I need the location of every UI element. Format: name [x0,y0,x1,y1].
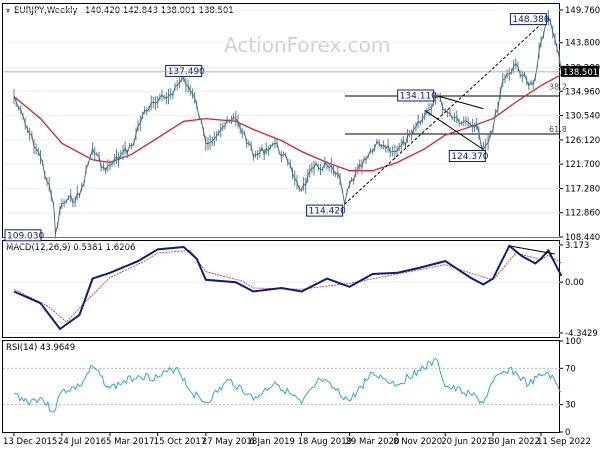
callout-box [397,89,435,102]
y-tick-label: 121.700 [565,160,600,170]
y-tick-label: 126.120 [565,136,600,146]
x-tick-label: 11 Sep 2022 [537,437,591,447]
callout-label: 134.110 [400,92,437,102]
callout-label: 124.370 [451,152,488,162]
callout-label: 114.420 [309,207,346,217]
y-tick-label: 112.860 [565,209,600,219]
rsi-grid [3,367,560,406]
trendline [344,17,549,205]
y-tick-label: 0.00 [565,278,584,288]
fib-label: 61.8 [549,125,567,134]
rsi-line [13,357,562,413]
callout-box [4,229,42,242]
fib-label: 38.2 [549,82,567,91]
y-tick-label: 143.800 [565,39,600,49]
trendline [424,109,484,150]
moving-average-line [13,74,562,172]
x-tick-label: 5 Mar 2017 [106,437,154,447]
x-tick-label: 15 Oct 2017 [154,437,207,447]
main-levels: 38.2 61.8 [345,82,567,135]
macd-grid [3,244,560,334]
y-tick-label: 117.280 [565,184,600,194]
trendline [437,95,484,110]
y-tick-label: 3.173 [565,241,589,251]
y-tick-label: 108.440 [565,233,600,243]
y-tick-label: 134.960 [565,87,600,97]
x-tick-label: 13 Dec 2015 [3,437,57,447]
main-moving-average [13,74,562,172]
last-price-tag [561,65,599,77]
macd-trendline [509,245,555,255]
main-header-symbol: EURJPY,Weekly [14,6,78,16]
y-tick-label: -4.3429 [565,329,598,339]
y-tick-label: 30 [565,401,576,411]
rsi-y-axis: 100 70 30 0 [560,337,581,438]
rsi-lines [13,357,562,413]
x-tick-label: 18 Aug 2019 [298,437,352,447]
callout-box [448,150,486,162]
main-price-series [13,9,562,239]
x-axis: 13 Dec 2015 24 Jul 2016 5 Mar 2017 15 Oct 2… [3,433,591,447]
y-tick-label: 100 [565,337,581,347]
x-tick-label: 20 Jun 2021 [441,437,492,447]
x-tick-label: 8 Nov 2020 [393,437,442,447]
main-y-axis: 149.760143.800139.280134.960130.540126.1… [3,6,600,243]
x-tick-label: 27 May 2018 [202,437,257,447]
callout-box [165,64,203,77]
macd-main-line [13,244,563,331]
main-trendlines [344,17,549,205]
macd-signal-line [13,250,562,323]
y-tick-label: 130.540 [565,112,600,122]
callout-box [306,204,344,217]
macd-lines [13,244,563,331]
watermark: ActionForex.com [224,33,390,57]
callout-box [509,13,547,26]
macd-header-label: MACD(12,26,9) 0.5381 1.6206 [6,243,135,253]
y-tick-label: 70 [565,364,576,374]
x-tick-label: 6 Jan 2019 [249,437,295,447]
rsi-header-label: RSI(14) 43.9649 [6,343,75,353]
main-grid [3,9,560,238]
y-tick-label: 149.760 [565,6,600,16]
callout-label: 109.030 [7,231,44,241]
price-line [13,16,562,234]
rsi-panel-frame [2,340,560,433]
x-tick-label: 29 Mar 2020 [346,437,400,447]
callout-label: 148.380 [512,15,549,25]
x-tick-label: 30 Jan 2022 [489,437,540,447]
main-header-ohlc: 140.420 142.843 138.001 138.501 [85,6,234,16]
x-tick-label: 24 Jul 2016 [58,437,106,447]
macd-y-axis: 3.173 0.00 -4.3429 [560,241,598,339]
last-price-label: 138.501 [563,68,598,78]
y-tick-label: 0 [565,428,570,438]
